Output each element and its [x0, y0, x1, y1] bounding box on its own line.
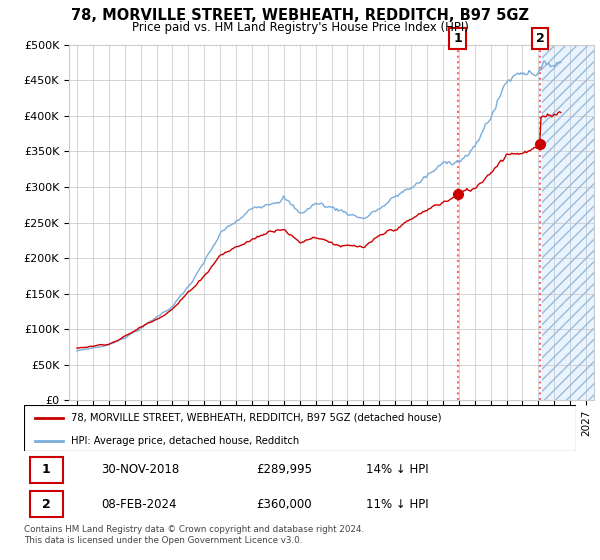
FancyBboxPatch shape — [29, 457, 62, 483]
FancyBboxPatch shape — [29, 491, 62, 517]
Text: 2: 2 — [536, 32, 545, 45]
Text: 30-NOV-2018: 30-NOV-2018 — [101, 464, 179, 477]
Text: £360,000: £360,000 — [256, 498, 311, 511]
FancyBboxPatch shape — [24, 405, 576, 451]
Text: 78, MORVILLE STREET, WEBHEATH, REDDITCH, B97 5GZ: 78, MORVILLE STREET, WEBHEATH, REDDITCH,… — [71, 8, 529, 24]
Text: 14% ↓ HPI: 14% ↓ HPI — [366, 464, 429, 477]
Text: 2: 2 — [42, 498, 50, 511]
Text: 1: 1 — [42, 464, 50, 477]
Text: Price paid vs. HM Land Registry's House Price Index (HPI): Price paid vs. HM Land Registry's House … — [131, 21, 469, 34]
Text: 1: 1 — [453, 32, 462, 45]
Text: Contains HM Land Registry data © Crown copyright and database right 2024.
This d: Contains HM Land Registry data © Crown c… — [24, 525, 364, 545]
Text: 11% ↓ HPI: 11% ↓ HPI — [366, 498, 429, 511]
Text: £289,995: £289,995 — [256, 464, 312, 477]
Text: 08-FEB-2024: 08-FEB-2024 — [101, 498, 177, 511]
Text: HPI: Average price, detached house, Redditch: HPI: Average price, detached house, Redd… — [71, 436, 299, 446]
Text: 78, MORVILLE STREET, WEBHEATH, REDDITCH, B97 5GZ (detached house): 78, MORVILLE STREET, WEBHEATH, REDDITCH,… — [71, 413, 442, 423]
